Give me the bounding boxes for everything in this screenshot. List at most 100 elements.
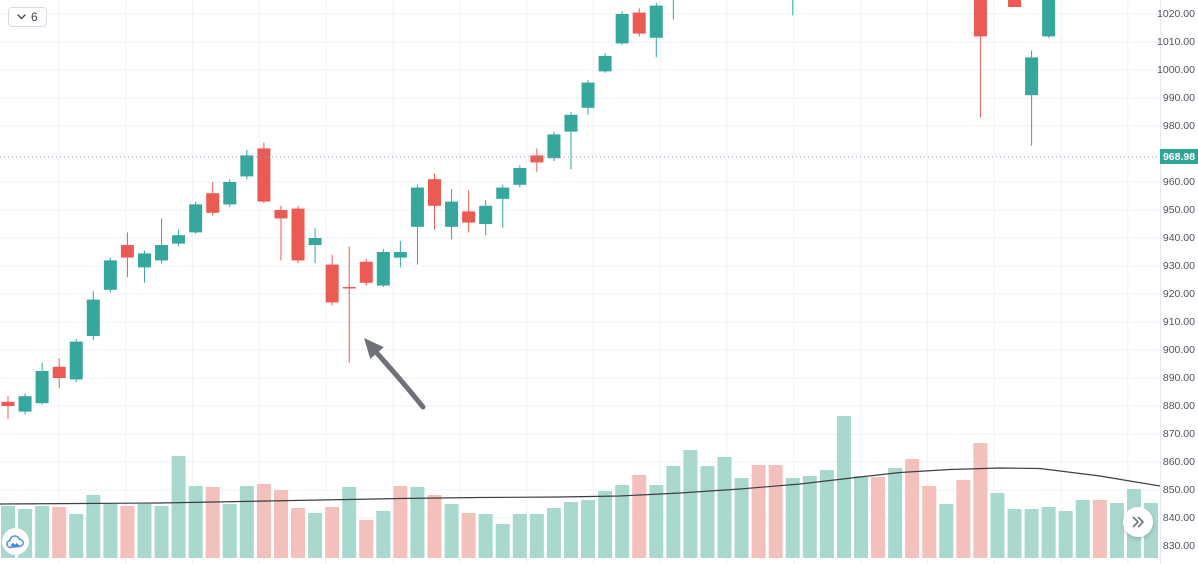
volume-bar [376,511,391,558]
volume-bar [188,486,203,558]
candle-body [69,341,83,380]
price-axis-tick: 980.00 [1162,119,1195,132]
chevron-down-icon [17,14,26,20]
volume-bar [171,456,186,558]
candle-body [86,299,100,336]
price-axis-tick: 1010.00 [1157,35,1195,48]
candle-body [513,168,527,185]
arrow-annotation-head [364,338,384,359]
candle-body [137,253,151,268]
volume-bar [990,493,1005,558]
volume-bar [52,507,67,558]
candlestick-chart[interactable] [0,0,1160,564]
volume-bar [956,480,971,558]
volume-bar [461,513,476,558]
volume-bar [563,502,578,558]
volume-bar [1075,500,1090,558]
volume-bar [683,450,698,558]
candle-body [1042,0,1056,37]
candle-body [35,371,49,404]
candle-body [274,210,288,219]
price-axis-tick: 900.00 [1162,343,1195,356]
volume-bar [103,504,118,558]
price-axis-tick: 850.00 [1162,483,1195,496]
volume-bar [359,520,374,558]
price-axis-tick: 860.00 [1162,455,1195,468]
volume-bar [393,486,408,558]
scroll-to-latest-button[interactable] [1123,507,1153,537]
price-axis-tick: 830.00 [1162,539,1195,552]
cloud-glyph [6,534,24,548]
volume-bar [308,513,323,558]
price-axis-tick: 910.00 [1162,315,1195,328]
candle-body [342,287,356,289]
candle-body [223,182,237,205]
candle-body [1008,0,1022,7]
volume-bar [939,504,954,558]
cloud-logo-icon[interactable] [2,528,29,555]
price-axis-tick: 950.00 [1162,203,1195,216]
candle-body [410,187,424,227]
volume-bar [529,514,544,558]
candle-body [172,235,186,244]
volume-bar [342,487,357,558]
volume-bar [154,506,169,558]
volume-bar [598,491,613,558]
price-axis-tick: 880.00 [1162,399,1195,412]
price-axis-tick: 870.00 [1162,427,1195,440]
volume-bar [444,504,459,558]
volume-bar [35,506,50,558]
volume-bar [495,524,510,558]
volume-bar [734,478,749,558]
volume-bar [854,476,868,558]
chevron-double-right-icon [1132,516,1144,528]
volume-bar [1007,509,1022,558]
volume-bar [700,466,715,558]
candle-body [445,201,459,227]
volume-bar [427,495,442,558]
volume-bar [1058,511,1073,558]
candle-body [120,245,134,258]
volume-bar [239,486,254,558]
candle-body [479,205,493,224]
price-axis-tick: 990.00 [1162,91,1195,104]
volume-bar [768,465,783,558]
price-axis-tick: 920.00 [1162,287,1195,300]
volume-ma-line [0,467,1160,505]
current-price-value: 968.98 [1162,150,1196,163]
candle-body [1,401,15,406]
candle-body [615,14,629,44]
interval-dropdown-button[interactable]: 6 [8,7,47,27]
candle-body [257,148,271,202]
candle-body [325,264,339,303]
volume-bar [1024,509,1039,558]
volume-bar [905,459,920,558]
candle-body [973,0,987,37]
candle-body [547,134,561,159]
volume-bar [785,478,800,558]
volume-bar [751,465,766,558]
candle-body [632,12,646,34]
price-axis[interactable]: 1020.00 1010.00 1000.00 990.00 980.00 960.00 9… [1157,0,1198,564]
volume-bar [802,476,817,558]
candle-body [18,396,32,412]
volume-bar [1092,500,1107,558]
volume-bar [973,443,988,558]
candle-body [52,366,66,378]
price-axis-tick: 890.00 [1162,371,1195,384]
candle-body [291,208,305,261]
volume-bar [615,485,630,558]
volume-bar [273,490,288,558]
volume-bar [222,504,237,558]
volume-bar [871,477,886,558]
volume-bar [410,487,425,558]
candle-body [598,56,612,72]
price-axis-tick: 960.00 [1162,175,1195,188]
candle-body [428,179,441,206]
interval-label: 6 [31,10,38,24]
price-axis-tick: 1000.00 [1157,63,1195,76]
volume-bar [69,514,84,558]
candle-body [103,260,117,290]
candle-body [155,245,169,261]
volume-bar [581,500,596,558]
